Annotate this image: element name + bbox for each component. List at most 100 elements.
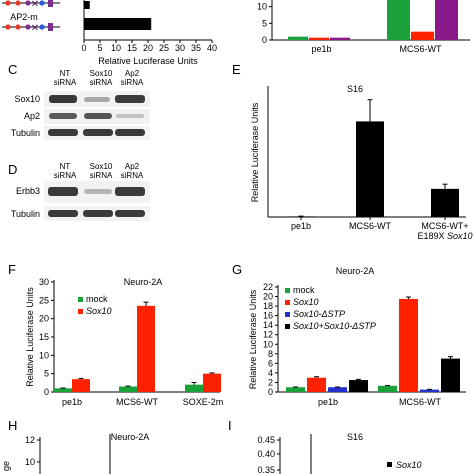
panel-e-bar: [287, 216, 315, 217]
panel-a-site-dot: [5, 0, 11, 6]
blot-band: [83, 210, 113, 217]
panel-f-y-tick-label: 5: [44, 369, 49, 379]
panel-g-legend-label: mock: [293, 285, 315, 295]
panel-g-title: Neuro-2A: [336, 266, 375, 276]
blot-band: [48, 187, 78, 196]
panel-f-bar: [137, 305, 155, 392]
panel-a-x-tick-label: 5: [97, 43, 102, 53]
blot-c-header-2: Sox10 siRNA: [89, 69, 113, 87]
panel-g-x-tick-label: pe1b: [318, 397, 338, 407]
blot-c-header-1: NT siRNA: [53, 69, 77, 87]
panel-a-x-tick-label: 40: [207, 43, 217, 53]
panel-h-y-tick-label: 12: [25, 435, 35, 445]
panel-e-x-tick-label: MCS6-WT: [349, 221, 391, 231]
panel-h-y-tick-label: 10: [25, 457, 35, 467]
panel-g-y-tick-label: 22: [263, 282, 273, 292]
panel-a-x-tick-label: 10: [111, 43, 121, 53]
blot-d-header-1: NT siRNA: [53, 162, 77, 180]
blot-band: [48, 210, 78, 217]
panel-a-site-dot: [25, 0, 31, 6]
panel-e-bar: [431, 188, 459, 217]
panel-i-legend-label: Sox10: [396, 460, 422, 470]
panel-f-title: Neuro-2A: [124, 277, 163, 287]
blot-band: [49, 113, 77, 119]
panel-h-title: Neuro-2A: [111, 432, 150, 442]
panel-f-legend-label: mock: [86, 294, 108, 304]
panel-a-mutation-mark: ✕: [31, 0, 39, 10]
blot-d-header-3: Ap2 siRNA: [120, 162, 144, 180]
panel-g-legend-swatch: [285, 300, 290, 305]
panel-a-x-label: Relative Luciferase Units: [98, 56, 198, 66]
panel-f-y-tick-label: 10: [39, 350, 49, 360]
panel-f-bar: [119, 386, 137, 392]
panel-g-y-tick-label: 18: [263, 301, 273, 311]
blot-band: [48, 129, 78, 136]
blot-c-header-3: Ap2 siRNA: [120, 69, 144, 87]
blot-band: [84, 113, 112, 119]
panel-a-site-box: [48, 0, 53, 7]
panel-f-legend-swatch: [78, 297, 83, 302]
panel-a-x-tick-label: 15: [127, 43, 137, 53]
panel-i-title: S16: [347, 432, 363, 442]
panel-f-bar: [203, 373, 221, 392]
panel-i-y-tick-label: 0.35: [257, 465, 275, 474]
panel-e-x-tick-label: E189X Sox10: [417, 231, 472, 241]
panel-a-site-dot: [15, 0, 21, 6]
panel-g-legend-swatch: [285, 288, 290, 293]
panel-a-x-tick-label: 25: [159, 43, 169, 53]
panel-f-bar: [72, 379, 90, 392]
panel-g-y-tick-label: 4: [268, 368, 273, 378]
panel-h-y-label-fragment: ge: [1, 461, 11, 471]
panel-e-x-tick-label: pe1b: [291, 221, 311, 231]
blot-band: [115, 187, 145, 196]
panel-g-y-label: Relative Luciferase Units: [248, 289, 258, 389]
panel-e-italic-gene: Sox10: [447, 231, 473, 241]
panel-g-y-tick-label: 2: [268, 377, 273, 387]
panel-b-x-tick-label: MCS6-WT: [400, 44, 442, 54]
panel-g-bar: [307, 377, 326, 392]
panel-g-y-tick-label: 12: [263, 330, 273, 340]
panel-b-bar: [330, 37, 350, 40]
panel-g-y-tick-label: 0: [268, 387, 273, 397]
blot-band: [115, 129, 145, 136]
blot-d-header-2: Sox10 siRNA: [89, 162, 113, 180]
panel-f-x-tick-label: pe1b: [62, 397, 82, 407]
panel-letter-g: G: [232, 262, 243, 277]
panel-f-bar: [54, 388, 72, 392]
panel-g-legend-label: Sox10+Sox10-ΔSTP: [293, 321, 376, 331]
panel-f-y-tick-label: 0: [44, 387, 49, 397]
panel-a-site-dot: [39, 0, 45, 6]
panel-g-bar: [441, 358, 460, 392]
panel-a-x-tick-label: 0: [81, 43, 86, 53]
panel-a-x-tick-label: 35: [191, 43, 201, 53]
panel-b-bar: [435, 0, 458, 40]
panel-a-site-dot: [15, 24, 21, 30]
panel-f-legend-swatch: [78, 309, 83, 314]
panel-g-bar: [328, 387, 347, 392]
panel-g-bar: [349, 380, 368, 392]
panel-g-bar: [378, 385, 397, 392]
blot-c-row-label: Sox10: [14, 94, 40, 104]
panel-i-y-tick-label: 0.40: [257, 449, 275, 459]
panel-b-bar: [288, 36, 308, 40]
panel-a-bar: [84, 1, 90, 9]
panel-a-construct-label: AP2-m: [10, 12, 38, 22]
panel-f-y-tick-label: 30: [39, 277, 49, 287]
panel-f-legend-label: Sox10: [86, 306, 112, 316]
panel-a-bar: [84, 18, 152, 30]
panel-g-y-tick-label: 6: [268, 358, 273, 368]
panel-g-legend-swatch: [285, 312, 290, 317]
panel-letter-e: E: [232, 62, 241, 77]
panel-g-bar: [399, 298, 418, 392]
panel-e-x-tick-label: MCS6-WT+: [421, 221, 468, 231]
blot-c-row-label: Tubulin: [10, 128, 40, 138]
panel-a-mutation-mark: ✕: [31, 23, 39, 34]
panel-letter-d: D: [8, 162, 18, 177]
panel-b-bar: [309, 37, 329, 40]
panel-b-y-tick-label: 5: [262, 18, 267, 28]
panel-i-y-tick-label: 0.45: [257, 435, 275, 445]
panel-g-bar: [286, 387, 305, 392]
panel-f-y-tick-label: 20: [39, 314, 49, 324]
blot-band: [84, 189, 112, 194]
